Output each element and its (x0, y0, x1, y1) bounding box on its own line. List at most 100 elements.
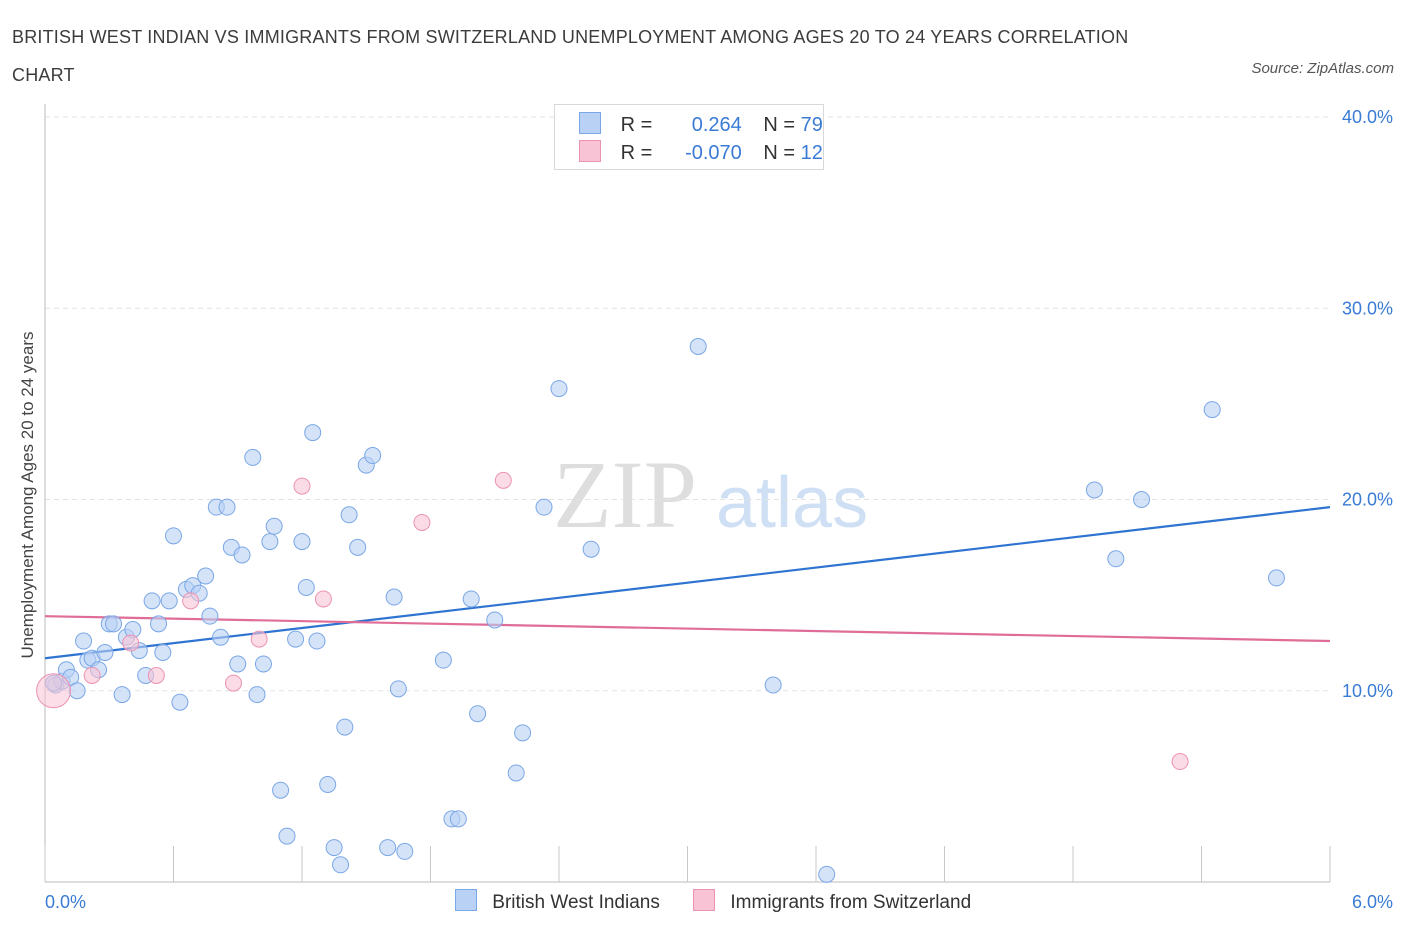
point-british-west-indians (389, 680, 407, 698)
point-british-west-indians (582, 540, 600, 558)
pink-swatch (579, 140, 601, 162)
point-british-west-indians (197, 567, 215, 585)
point-british-west-indians (171, 693, 189, 711)
point-british-west-indians (449, 810, 467, 828)
stats-legend-row-blue: R = 0.264 N = 79 (579, 112, 823, 136)
point-british-west-indians (201, 607, 219, 625)
point-british-west-indians (68, 682, 86, 700)
point-british-west-indians (1267, 569, 1285, 587)
point-british-west-indians (550, 380, 568, 398)
n-value: 12 (800, 142, 823, 164)
point-british-west-indians (1085, 481, 1103, 499)
point-british-west-indians (535, 498, 553, 516)
point-british-west-indians (319, 775, 337, 793)
point-immigrants-from-switzerland (224, 674, 242, 692)
point-british-west-indians (105, 615, 123, 633)
trend-line-immigrants-from-switzerland (44, 615, 1331, 643)
point-immigrants-from-switzerland (182, 592, 200, 610)
x-tick-label: 0.0% (45, 892, 86, 912)
point-british-west-indians (229, 655, 247, 673)
point-british-west-indians (304, 424, 322, 442)
r-value: 0.264 (691, 114, 742, 136)
point-immigrants-from-switzerland (147, 666, 165, 684)
legend-label: Immigrants from Switzerland (730, 892, 972, 913)
point-british-west-indians (293, 533, 311, 551)
point-british-west-indians (514, 724, 532, 742)
series-legend: British West Indians Immigrants from Swi… (455, 889, 999, 914)
point-immigrants-from-switzerland (314, 590, 332, 608)
point-immigrants-from-switzerland (1171, 753, 1189, 771)
point-british-west-indians (486, 611, 504, 629)
point-british-west-indians (349, 538, 367, 556)
point-british-west-indians (150, 615, 168, 633)
r-value: -0.070 (685, 142, 742, 164)
stats-legend-row-pink: R = -0.070 N = 12 (579, 140, 823, 164)
y-tick-label: 40.0% (1342, 107, 1393, 127)
point-british-west-indians (75, 632, 93, 650)
point-british-west-indians (244, 448, 262, 466)
point-immigrants-from-switzerland (293, 477, 311, 495)
point-british-west-indians (325, 839, 343, 857)
point-british-west-indians (462, 590, 480, 608)
point-british-west-indians (248, 686, 266, 704)
point-british-west-indians (143, 592, 161, 610)
y-tick-label: 30.0% (1342, 298, 1393, 318)
legend-item-immigrants-from-switzerland: Immigrants from Switzerland (693, 889, 971, 914)
legend-item-british-west-indians: British West Indians (455, 889, 660, 914)
point-british-west-indians (434, 651, 452, 669)
point-immigrants-from-switzerland (83, 666, 101, 684)
point-british-west-indians (297, 578, 315, 596)
point-british-west-indians (507, 764, 525, 782)
point-british-west-indians (160, 592, 178, 610)
point-british-west-indians (1203, 401, 1221, 419)
point-immigrants-from-switzerland (413, 513, 431, 531)
point-immigrants-from-switzerland (250, 630, 268, 648)
point-british-west-indians (96, 644, 114, 661)
chart-source: Source: ZipAtlas.com (1251, 60, 1394, 77)
watermark-zip: ZIP (553, 441, 697, 548)
point-british-west-indians (1133, 491, 1151, 508)
point-british-west-indians (308, 632, 326, 650)
point-british-west-indians (278, 827, 296, 845)
point-british-west-indians (212, 628, 230, 646)
point-immigrants-from-switzerland (122, 634, 140, 652)
r-label: R = (620, 142, 653, 164)
pink-swatch (693, 889, 716, 911)
point-british-west-indians (764, 676, 782, 694)
n-value: 79 (800, 114, 823, 136)
stats-legend: R = 0.264 N = 79 R = -0.070 N = 12 (554, 104, 824, 170)
blue-swatch (455, 889, 477, 911)
point-british-west-indians (364, 447, 382, 465)
blue-swatch (579, 112, 601, 134)
point-british-west-indians (340, 506, 358, 524)
y-axis-title: Unemployment Among Ages 20 to 24 years (18, 332, 37, 659)
point-british-west-indians (272, 781, 290, 799)
point-british-west-indians (818, 865, 836, 883)
point-immigrants-from-switzerland (36, 673, 72, 709)
watermark-atlas: atlas (716, 463, 868, 543)
point-british-west-indians (265, 517, 283, 535)
point-british-west-indians (287, 630, 305, 648)
point-british-west-indians (233, 546, 251, 564)
point-british-west-indians (165, 527, 182, 545)
point-immigrants-from-switzerland (494, 471, 512, 489)
point-british-west-indians (336, 718, 354, 736)
point-british-west-indians (113, 686, 131, 704)
chart-title: BRITISH WEST INDIAN VS IMMIGRANTS FROM S… (12, 27, 1129, 85)
point-british-west-indians (469, 705, 487, 723)
point-british-west-indians (254, 655, 272, 673)
point-british-west-indians (154, 644, 172, 661)
point-british-west-indians (261, 533, 279, 551)
n-label: N = (763, 142, 796, 164)
point-british-west-indians (218, 498, 236, 516)
y-tick-label: 20.0% (1342, 490, 1393, 510)
point-british-west-indians (689, 338, 707, 355)
n-label: N = (763, 114, 796, 136)
point-british-west-indians (385, 588, 403, 606)
legend-label: British West Indians (492, 892, 660, 913)
r-label: R = (620, 114, 653, 136)
point-british-west-indians (379, 839, 397, 857)
x-tick-label: 6.0% (1352, 892, 1393, 912)
y-tick-label: 10.0% (1342, 681, 1393, 701)
point-british-west-indians (396, 842, 414, 860)
